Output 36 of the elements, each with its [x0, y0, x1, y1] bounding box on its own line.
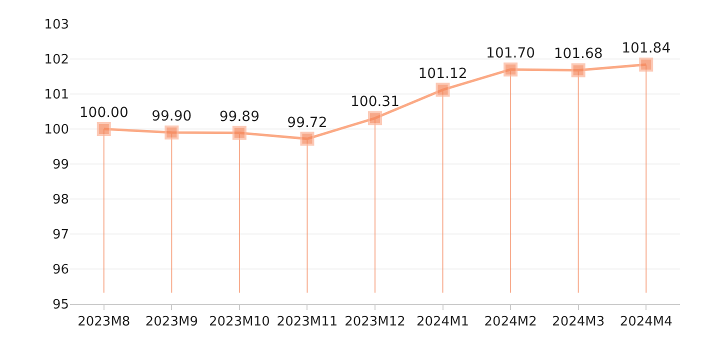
point	[300, 132, 314, 146]
point	[571, 63, 586, 78]
data-label: 99.90	[152, 108, 192, 124]
data-label: 101.12	[418, 66, 468, 82]
y-tick-label: 102	[44, 52, 69, 68]
point	[96, 122, 111, 136]
data-label: 101.84	[622, 40, 671, 57]
x-tick-label: 2023M9	[145, 314, 198, 330]
data-label: 101.68	[554, 46, 603, 62]
x-tick-label: 2024M2	[484, 314, 537, 330]
x-tick-label: 2023M11	[276, 314, 338, 330]
x-tick-label: 2024M1	[416, 314, 470, 330]
point	[639, 58, 654, 72]
point	[436, 82, 450, 97]
data-label: 100.31	[350, 94, 400, 110]
y-tick-label: 103	[44, 18, 69, 33]
x-tick-label: 2024M3	[552, 314, 605, 330]
y-tick-label: 100	[44, 122, 69, 138]
y-tick-label: 98	[52, 192, 69, 208]
point	[504, 62, 518, 76]
x-tick-label: 2023M12	[344, 314, 406, 330]
y-tick-label: 95	[52, 298, 69, 313]
x-tick-label: 2023M8	[78, 314, 130, 330]
point	[164, 126, 179, 140]
point	[232, 126, 246, 140]
data-label: 99.72	[287, 114, 328, 131]
data-label: 101.70	[486, 46, 536, 62]
point	[368, 111, 382, 126]
y-tick-label: 101	[44, 88, 69, 103]
y-tick-label: 96	[52, 262, 69, 278]
data-label: 99.89	[219, 108, 260, 125]
y-tick-label: 97	[52, 228, 69, 243]
data-label: 100.00	[79, 105, 128, 121]
x-tick-label: 2023M10	[209, 314, 270, 330]
x-tick-label: 2024M4	[620, 314, 672, 330]
y-tick-label: 99	[52, 158, 69, 173]
